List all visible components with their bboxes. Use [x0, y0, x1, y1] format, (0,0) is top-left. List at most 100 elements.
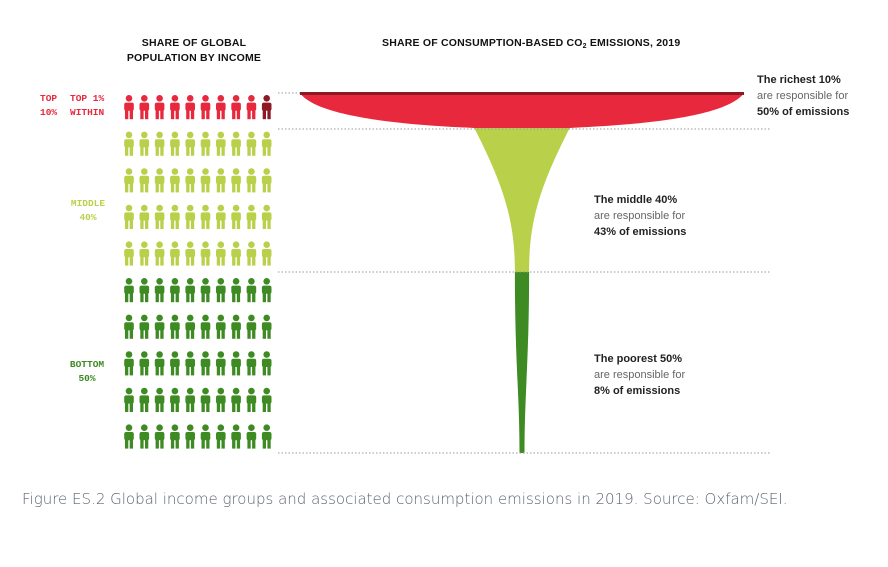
person-right-leg [160, 402, 164, 412]
person-body [246, 395, 257, 404]
person-head [141, 168, 148, 175]
person-left-leg [140, 219, 144, 229]
person-right-leg [145, 402, 149, 412]
person-icon-middle [170, 131, 180, 156]
person-right-leg [206, 219, 210, 229]
person-right-leg [267, 402, 271, 412]
person-left-leg [232, 110, 236, 120]
person-left-leg [125, 183, 129, 193]
person-right-leg [236, 256, 241, 266]
person-body [231, 358, 241, 367]
group-label-bottom: BOTTOM 50% [64, 358, 110, 386]
person-left-leg [247, 293, 251, 303]
person-head [171, 241, 179, 248]
person-icon-middle [185, 241, 195, 266]
person-right-leg [145, 439, 149, 449]
person-body [200, 285, 211, 294]
group-label-bottom-line-2: 50% [78, 373, 96, 384]
person-icon-bottom [154, 424, 165, 449]
person-icon-bottom [170, 424, 180, 449]
person-body [139, 432, 150, 441]
person-body [246, 102, 257, 111]
person-head [202, 204, 209, 212]
person-left-leg [262, 402, 266, 412]
person-left-leg [186, 366, 190, 376]
person-left-leg [201, 402, 205, 412]
person-icon-middle [231, 131, 241, 156]
person-head [156, 95, 163, 102]
person-icon-bottom [261, 351, 272, 376]
person-body [200, 249, 211, 258]
person-body [154, 212, 165, 221]
person-body [139, 358, 150, 367]
person-body [170, 285, 180, 294]
annotation-richest-title: The richest 10% [757, 74, 841, 86]
funnel-top1-strip [300, 92, 744, 95]
person-head [263, 241, 271, 248]
person-left-leg [125, 219, 129, 229]
person-right-leg [252, 293, 256, 303]
person-right-leg [175, 110, 179, 120]
person-left-leg [247, 256, 251, 266]
person-left-leg [247, 402, 251, 412]
person-icon-middle [154, 131, 165, 156]
person-right-leg [129, 110, 133, 120]
person-body [124, 102, 134, 111]
person-left-leg [140, 146, 144, 156]
person-icon-middle [200, 131, 211, 156]
person-icon-top [216, 95, 226, 120]
person-head [263, 351, 271, 358]
person-head [186, 168, 194, 175]
person-right-leg [190, 402, 195, 412]
annotation-poorest: The poorest 50% are responsible for 8% o… [594, 351, 744, 399]
person-head [202, 168, 209, 175]
person-right-leg [190, 183, 195, 193]
person-icon-bottom [231, 314, 241, 339]
person-head [125, 95, 133, 102]
person-left-leg [216, 183, 221, 193]
person-left-leg [247, 439, 251, 449]
population-header: SHARE OF GLOBAL POPULATION BY INCOME [122, 36, 266, 66]
person-body [124, 432, 134, 441]
person-body [246, 432, 257, 441]
person-icon-bottom [231, 278, 241, 303]
person-left-leg [170, 366, 175, 376]
person-left-leg [155, 110, 159, 120]
person-body [185, 175, 195, 184]
person-icon-middle [231, 241, 241, 266]
person-head [141, 278, 148, 285]
person-icon-middle [261, 241, 272, 266]
person-icon-bottom [231, 351, 241, 376]
person-head [186, 278, 194, 285]
person-icon-bottom [185, 351, 195, 376]
group-label-middle: MIDDLE 40% [65, 197, 111, 225]
person-left-leg [155, 146, 159, 156]
person-left-leg [155, 256, 159, 266]
person-right-leg [145, 329, 149, 339]
person-head [125, 387, 133, 395]
person-head [141, 314, 148, 322]
person-icon-middle [231, 168, 241, 193]
person-body [231, 212, 241, 221]
person-head [263, 168, 271, 175]
person-head [263, 131, 271, 139]
person-left-leg [170, 293, 175, 303]
person-right-leg [221, 146, 225, 156]
person-body [185, 249, 195, 258]
person-right-leg [267, 256, 271, 266]
person-left-leg [247, 110, 251, 120]
person-body [154, 102, 165, 111]
person-head [171, 204, 179, 212]
person-body [231, 102, 241, 111]
person-icon-bottom [200, 424, 211, 449]
person-right-leg [160, 183, 164, 193]
person-left-leg [262, 110, 266, 120]
person-body [216, 102, 226, 111]
person-right-leg [175, 183, 179, 193]
person-body [200, 102, 211, 111]
figure-caption: Figure ES.2 Global income groups and ass… [22, 490, 788, 508]
person-body [216, 249, 226, 258]
person-body [216, 395, 226, 404]
person-right-leg [190, 146, 195, 156]
